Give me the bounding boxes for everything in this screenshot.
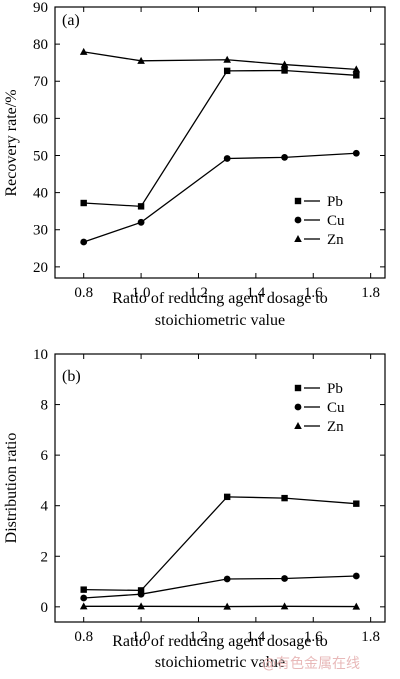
panel-b-series-pb-point xyxy=(353,500,360,507)
panel-a-series-zn-point xyxy=(352,65,361,73)
panel-b: 0.8 1.0 1.2 1.4 1.6 1.8 0 2 4 6 8 10 (b) Distribution… xyxy=(3,347,386,671)
panel-b-xlabel-line2: stoichiometric value xyxy=(155,654,285,671)
panel-a-xtick-label: 1.4 xyxy=(246,285,265,301)
panel-b-ylabel: Distribution ratio xyxy=(3,433,20,544)
panel-b-series-zn-point xyxy=(223,602,231,610)
panel-b-legend-zn-marker xyxy=(294,422,302,429)
panel-a-ytick-label: 40 xyxy=(33,186,48,202)
panel-a-series-cu-line xyxy=(83,152,357,243)
panel-b-ytick-label: 0 xyxy=(41,600,49,616)
panel-b-series-pb-point xyxy=(137,587,145,594)
panel-b-legend-pb-label: Pb xyxy=(327,381,343,397)
panel-b-series-pb-point xyxy=(281,494,288,502)
panel-b-xtick-label: 1.6 xyxy=(304,629,323,645)
panel-a-xtick-label: 1.8 xyxy=(361,285,380,301)
panel-b-series-cu-point xyxy=(352,572,360,580)
panel-b-ytick-label: 2 xyxy=(41,549,49,565)
panel-b-legend-zn-label: Zn xyxy=(327,419,344,435)
panel-a-ytick-label: 60 xyxy=(33,111,48,127)
panel-a-series-pb-point xyxy=(80,199,87,207)
panel-a-ytick-label: 90 xyxy=(33,0,48,16)
panel-a-xtick-label: 1.6 xyxy=(304,285,323,301)
panel-a-series-pb-point xyxy=(281,67,288,74)
panel-b-series-cu-point xyxy=(80,594,88,602)
panel-b-plot-frame xyxy=(54,353,386,623)
panel-b-series-pb-point xyxy=(80,586,87,593)
panel-a-label: (a) xyxy=(62,12,80,29)
panel-a-ytick-label: 20 xyxy=(33,260,48,276)
panel-a-legend-zn-label: Zn xyxy=(327,232,344,248)
panel-a-series-pb-point xyxy=(223,67,231,75)
panel-b-series-zn-point xyxy=(280,602,289,610)
panel-b-series-zn-point xyxy=(137,602,145,610)
panel-a-series-cu-point xyxy=(223,155,231,162)
panel-a-xlabel-line2: stoichiometric value xyxy=(155,312,285,329)
panel-a-series-zn-line xyxy=(83,51,357,71)
panel-a-xtick-label: 1.2 xyxy=(189,285,208,301)
panel-b-legend-cu-marker xyxy=(294,403,302,411)
panel-a-series-pb-point xyxy=(353,72,360,79)
panel-a-xtick-label: 1.0 xyxy=(132,285,151,301)
panel-b-legend-cu-label: Cu xyxy=(327,400,345,416)
panel-b-ytick-label: 4 xyxy=(41,499,49,515)
panel-a-series-cu-point xyxy=(80,238,88,246)
panel-b-label: (b) xyxy=(62,368,81,385)
panel-b-ytick-label: 10 xyxy=(33,347,48,363)
panel-a-legend-pb-label: Pb xyxy=(327,194,343,210)
panel-b-xtick-label: 1.4 xyxy=(246,629,265,645)
panel-a-ytick-label: 70 xyxy=(33,74,48,90)
panel-b-ytick-label: 8 xyxy=(41,398,49,414)
panel-b-series-pb-point xyxy=(223,493,231,501)
panel-a-ylabel: Recovery rate/% xyxy=(3,89,20,196)
panel-b-series-zn-point xyxy=(79,602,88,610)
panel-a-legend-cu-marker xyxy=(294,216,302,224)
panel-a-series-pb-point xyxy=(137,203,145,210)
panel-b-legend-pb-marker xyxy=(294,384,302,392)
panel-b-series-cu-line xyxy=(83,575,357,599)
panel-a-series-zn-point xyxy=(137,56,145,64)
panel-b-series-cu-point xyxy=(281,575,288,582)
panel-a-series-pb-line xyxy=(83,69,357,208)
panel-b-xtick-label: 1.2 xyxy=(189,629,208,645)
panel-b-xtick-label: 1.8 xyxy=(361,629,380,645)
panel-b-xtick-label: 0.8 xyxy=(74,629,93,645)
panel-a-plot-frame xyxy=(54,6,386,279)
panel-a-series-zn-point xyxy=(280,60,289,68)
panel-a: 0.8 1.0 1.2 1.4 1.6 1.8 20 30 40 50 60 70 80 90 (a) Rec… xyxy=(3,0,386,329)
watermark-text: @有色金属在线 xyxy=(262,655,360,672)
panel-a-xtick-label: 0.8 xyxy=(74,285,93,301)
panel-a-ytick-label: 50 xyxy=(33,148,48,164)
panel-b-xlabel-line1: Ratio of reducing agent dosage to xyxy=(112,633,328,650)
panel-b-xtick-label: 1.0 xyxy=(132,629,151,645)
panel-b-series-cu-point xyxy=(137,590,145,598)
panel-a-ytick-label: 80 xyxy=(33,37,48,53)
panel-a-series-zn-point xyxy=(79,47,88,55)
panel-a-legend-zn-marker xyxy=(294,235,302,242)
panel-b-series-pb-line xyxy=(83,496,357,592)
panel-b-ytick-label: 6 xyxy=(41,448,49,464)
panel-a-legend-pb-marker xyxy=(294,197,302,205)
panel-b-series-cu-point xyxy=(223,575,231,583)
panel-a-legend-cu-label: Cu xyxy=(327,213,345,229)
panel-a-series-cu-point xyxy=(352,149,360,157)
panel-a-series-zn-point xyxy=(223,55,231,63)
panel-a-series-cu-point xyxy=(281,153,288,161)
panel-b-series-zn-point xyxy=(352,602,361,610)
panel-a-series-cu-point xyxy=(137,218,145,226)
panel-a-xlabel-line1: Ratio of reducing agent dosage to xyxy=(112,290,328,307)
panel-a-ytick-label: 30 xyxy=(33,223,48,239)
